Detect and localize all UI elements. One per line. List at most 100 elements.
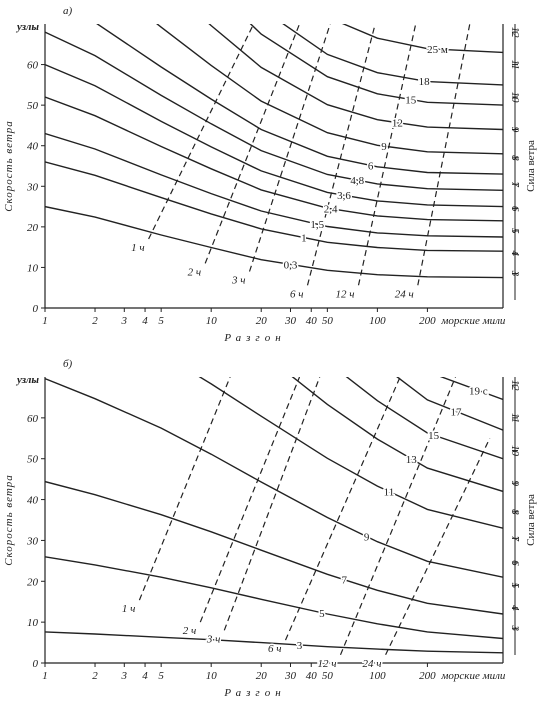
x-tick-label: 1 xyxy=(42,315,48,327)
y-tick-label: 20 xyxy=(27,576,39,588)
y-unit: узлы xyxy=(15,374,39,386)
y2-tick-label: 11 xyxy=(509,59,521,69)
x-tick-label: 4 xyxy=(142,670,148,682)
wave-curve xyxy=(249,24,503,106)
x-tick-label: 50 xyxy=(322,315,334,327)
y2-tick-label: 3 xyxy=(509,270,521,277)
y2-tick-label: 4 xyxy=(509,250,521,256)
x-tick-label: 2 xyxy=(92,315,98,327)
wave-curve xyxy=(45,205,503,279)
wave-curve xyxy=(45,31,503,191)
duration-label: 24 ч xyxy=(363,658,382,670)
duration-line xyxy=(204,24,301,264)
x-tick-label: 1 xyxy=(42,670,48,682)
x-tick-label: 4 xyxy=(142,315,148,327)
y2-tick-label: 6 xyxy=(509,206,521,212)
x-label: Разгон xyxy=(223,332,285,344)
curve-label: 0,3 xyxy=(284,259,298,271)
x-label: Разгон xyxy=(223,687,285,699)
y2-tick-label: 4 xyxy=(509,605,521,611)
y-unit: узлы xyxy=(15,21,39,33)
curve-label: 9 xyxy=(381,141,387,153)
y-tick-label: 20 xyxy=(27,222,39,234)
curve-label: 4,8 xyxy=(350,175,364,187)
y2-tick-label: 10 xyxy=(509,92,521,104)
curve-label: 18 xyxy=(419,76,431,88)
duration-label: 1 ч xyxy=(131,242,145,254)
curve-label: 1 xyxy=(301,233,307,245)
curve-label: 9 xyxy=(364,531,370,543)
y2-tick-label: 8 xyxy=(509,155,521,161)
duration-line xyxy=(339,377,457,656)
wave-curve xyxy=(45,556,503,640)
x-tick-label: 40 xyxy=(306,315,318,327)
y2-tick-label: 11 xyxy=(509,413,521,423)
y2-tick-label: 5 xyxy=(509,583,521,589)
x-tick-label: 20 xyxy=(256,670,268,682)
x-tick-label: 3 xyxy=(121,315,128,327)
curve-label: 5 xyxy=(319,608,325,620)
wave-curve xyxy=(45,161,503,252)
panel-label: б) xyxy=(63,358,73,370)
x-tick-label: 50 xyxy=(322,670,334,682)
duration-label: 3 ч xyxy=(206,633,221,645)
curve-label: 17 xyxy=(450,406,462,418)
curve-label: 3 xyxy=(297,640,303,652)
y2-tick-label: 8 xyxy=(509,509,521,515)
x-tick-label: 5 xyxy=(158,670,164,682)
duration-line xyxy=(138,377,231,601)
panel-label: а) xyxy=(63,5,73,17)
curve-label: 11 xyxy=(384,486,395,498)
y2-tick-label: 12 xyxy=(509,380,521,392)
x-tick-label: 30 xyxy=(284,670,297,682)
y-tick-label: 40 xyxy=(27,141,39,153)
plot-area xyxy=(45,24,503,286)
x-tick-label: 200 xyxy=(419,670,436,682)
curve-label: 13 xyxy=(406,454,418,466)
duration-line xyxy=(248,24,331,272)
x-unit: морские мили xyxy=(440,315,505,327)
y-tick-label: 60 xyxy=(27,413,39,425)
y-label: Скорость ветра xyxy=(3,474,15,566)
curve-label: 3,6 xyxy=(337,190,351,202)
x-tick-label: 2 xyxy=(92,670,98,682)
y-tick-label: 60 xyxy=(27,60,39,72)
y-tick-label: 30 xyxy=(26,535,39,547)
x-tick-label: 40 xyxy=(306,670,318,682)
wave-curve xyxy=(45,631,503,654)
curve-label: 6 xyxy=(368,160,374,172)
duration-label: 12 ч xyxy=(336,288,355,300)
wave-curve xyxy=(198,377,503,529)
y2-tick-label: 12 xyxy=(509,27,521,39)
wave-curve xyxy=(45,63,503,208)
y2-tick-label: 9 xyxy=(509,480,521,486)
curve-label: 2,4 xyxy=(324,204,338,216)
y-tick-label: 0 xyxy=(33,658,39,670)
x-tick-label: 100 xyxy=(369,670,386,682)
y-tick-label: 30 xyxy=(26,181,39,193)
wave-curve xyxy=(45,480,503,615)
y-tick-label: 0 xyxy=(33,303,39,315)
duration-line xyxy=(385,438,491,656)
x-tick-label: 10 xyxy=(206,670,218,682)
wave-curve xyxy=(208,24,503,131)
x-tick-label: 10 xyxy=(206,315,218,327)
duration-label: 12 ч xyxy=(318,658,337,670)
wave-curve xyxy=(45,132,503,238)
y2-label: Сила ветра xyxy=(525,140,537,192)
y2-tick-label: 7 xyxy=(509,536,521,542)
wave-curve xyxy=(345,377,503,460)
duration-label: 6 ч xyxy=(290,288,304,300)
curve-label: 7 xyxy=(341,575,347,587)
y-tick-label: 10 xyxy=(27,262,39,274)
x-tick-label: 20 xyxy=(256,315,268,327)
duration-label: 1 ч xyxy=(122,603,136,615)
wave-curve xyxy=(96,24,503,175)
y2-label: Сила ветра xyxy=(525,494,537,546)
x-tick-label: 3 xyxy=(121,670,128,682)
duration-label: 6 ч xyxy=(268,643,282,655)
y-tick-label: 10 xyxy=(27,617,39,629)
